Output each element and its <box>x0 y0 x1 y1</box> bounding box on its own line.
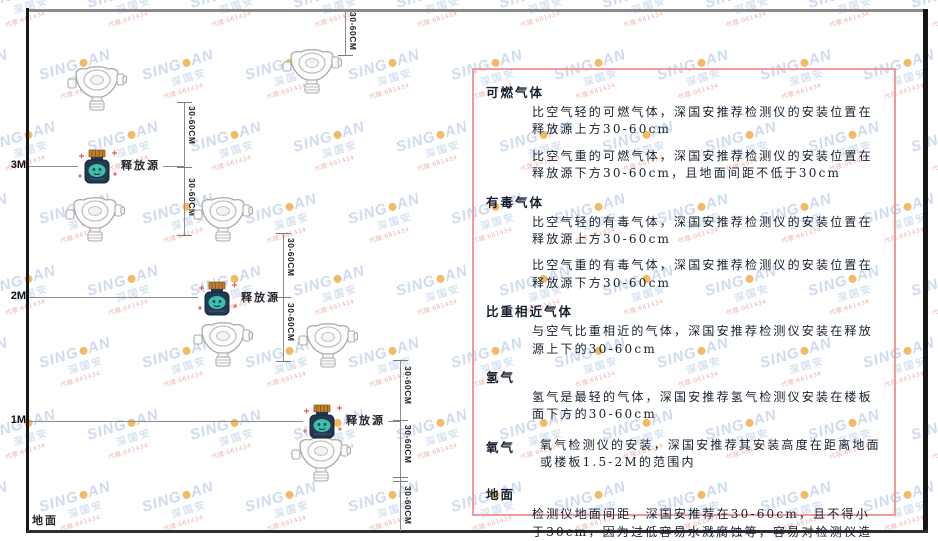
rules-section: 地面 检测仪地面间距，深国安推荐在30-60cm，且不得小于30cm，因为过低容易… <box>486 484 882 541</box>
height-marker-1m: 1M <box>10 414 26 426</box>
section-title: 有毒气体 <box>486 194 545 210</box>
reference-line <box>388 421 400 422</box>
dimension-tick <box>393 360 408 361</box>
height-marker-2m: 2M <box>10 290 26 302</box>
dimension-label: 30-60CM <box>403 425 413 464</box>
dimension-tick <box>177 235 192 236</box>
left-wall <box>26 8 29 533</box>
section-title: 地面 <box>486 487 516 503</box>
dimension-tick <box>276 297 291 298</box>
gas-detector-icon <box>65 196 126 247</box>
reference-line <box>29 166 78 167</box>
section-body: 比空气轻的可燃气体，深国安推荐检测仪的安装位置在释放源上方30-60cm 比空气重… <box>486 104 882 183</box>
dimension-tick <box>276 233 291 234</box>
rules-section: 氧气 氧气检测仪的安装，深国安推荐其安装高度在距离地面或楼板1.5-2M的范围内 <box>486 433 882 481</box>
dimension-tick <box>393 481 408 482</box>
section-body: 比空气轻的有毒气体，深国安推荐检测仪的安装位置在释放源上方30-60cm 比空气重… <box>486 214 882 293</box>
dimension-line <box>184 102 185 235</box>
rule-paragraph: 检测仪地面间距，深国安推荐在30-60cm，且不得小于30cm，因为过低容易水溅… <box>532 507 873 539</box>
rule-paragraph: 比空气轻的可燃气体，深国安推荐检测仪的安装位置在释放源上方30-60cm <box>532 105 873 137</box>
dimension-tick <box>393 420 408 421</box>
dimension-tick <box>276 361 291 362</box>
gas-detector-icon <box>67 65 128 116</box>
rule-paragraph: 比空气重的可燃气体，深国安推荐检测仪的安装位置在释放源下方30-60cm，且地面… <box>532 148 873 181</box>
dimension-label: 30-60CM <box>286 303 296 342</box>
section-body: 检测仪地面间距，深国安推荐在30-60cm，且不得小于30cm，因为过低容易水溅… <box>486 506 882 541</box>
ceiling-line <box>27 9 926 12</box>
section-body: 氧气检测仪的安装，深国安推荐其安装高度在距离地面或楼板1.5-2M的范围内 <box>540 433 882 481</box>
release-source-icon <box>195 281 239 322</box>
dimension-label: 30-60CM <box>286 238 296 277</box>
gas-detector-icon <box>193 196 254 247</box>
dimension-line <box>345 11 346 55</box>
section-title: 氧气 <box>486 439 516 455</box>
dimension-line <box>400 360 401 531</box>
dimension-label: 30-60CM <box>187 178 197 217</box>
rule-paragraph: 比空气重的有毒气体，深国安推荐检测仪的安装位置在释放源下方30-60cm <box>532 258 873 290</box>
rule-paragraph: 比空气轻的有毒气体，深国安推荐检测仪的安装位置在释放源上方30-60cm <box>532 214 873 246</box>
dimension-label: 30-60CM <box>187 106 197 145</box>
section-body: 与空气比重相近的气体，深国安推荐检测仪安装在释放源上下的30-60cm <box>486 323 882 358</box>
release-source-icon <box>75 149 119 190</box>
dimension-tick <box>177 102 192 103</box>
floor-line <box>27 530 928 533</box>
release-source-label: 释放源 <box>121 159 160 172</box>
reference-line <box>29 297 198 298</box>
dimension-tick <box>393 477 408 478</box>
release-source-label: 释放源 <box>346 414 385 427</box>
dimension-label: 30-60CM <box>348 12 358 51</box>
rules-section: 比重相近气体与空气比重相近的气体，深国安推荐检测仪安装在释放源上下的30-60c… <box>486 301 882 358</box>
gas-detector-icon <box>298 322 359 373</box>
rule-paragraph: 氢气是最轻的气体，深国安推荐氢气检测仪安装在楼板面下方的30-60cm <box>532 389 873 422</box>
section-title: 氢气 <box>486 369 516 385</box>
rules-section: 有毒气体比空气轻的有毒气体，深国安推荐检测仪的安装位置在释放源上方30-60cm… <box>486 192 882 293</box>
rules-section: 氢气 氢气是最轻的气体，深国安推荐氢气检测仪安装在楼板面下方的30-60cm <box>486 367 882 424</box>
dimension-tick <box>338 55 353 56</box>
section-body: 氢气是最轻的气体，深国安推荐氢气检测仪安装在楼板面下方的30-60cm <box>486 389 882 424</box>
rule-paragraph: 与空气比重相近的气体，深国安推荐检测仪安装在释放源上下的30-60cm <box>532 324 873 356</box>
reference-line <box>29 421 303 422</box>
gas-detector-icon <box>193 321 254 372</box>
height-marker-3m: 3M <box>10 159 26 171</box>
gas-detector-icon <box>282 48 343 99</box>
release-source-label: 释放源 <box>241 291 280 304</box>
installation-rules-panel: 可燃气体比空气轻的可燃气体，深国安推荐检测仪的安装位置在释放源上方30-60cm… <box>472 68 896 539</box>
right-wall <box>923 9 928 533</box>
dimension-label: 30-60CM <box>403 486 413 525</box>
ground-label: 地面 <box>32 514 58 527</box>
rules-section: 可燃气体比空气轻的可燃气体，深国安推荐检测仪的安装位置在释放源上方30-60cm… <box>486 82 882 183</box>
section-title: 可燃气体 <box>486 85 545 100</box>
section-title: 比重相近气体 <box>486 304 574 320</box>
reference-line <box>163 166 184 167</box>
release-source-icon <box>300 404 344 445</box>
dimension-tick <box>177 167 192 168</box>
dimension-label: 30-60CM <box>403 366 413 405</box>
rule-paragraph: 氧气检测仪的安装，深国安推荐其安装高度在距离地面或楼板1.5-2M的范围内 <box>540 437 881 470</box>
